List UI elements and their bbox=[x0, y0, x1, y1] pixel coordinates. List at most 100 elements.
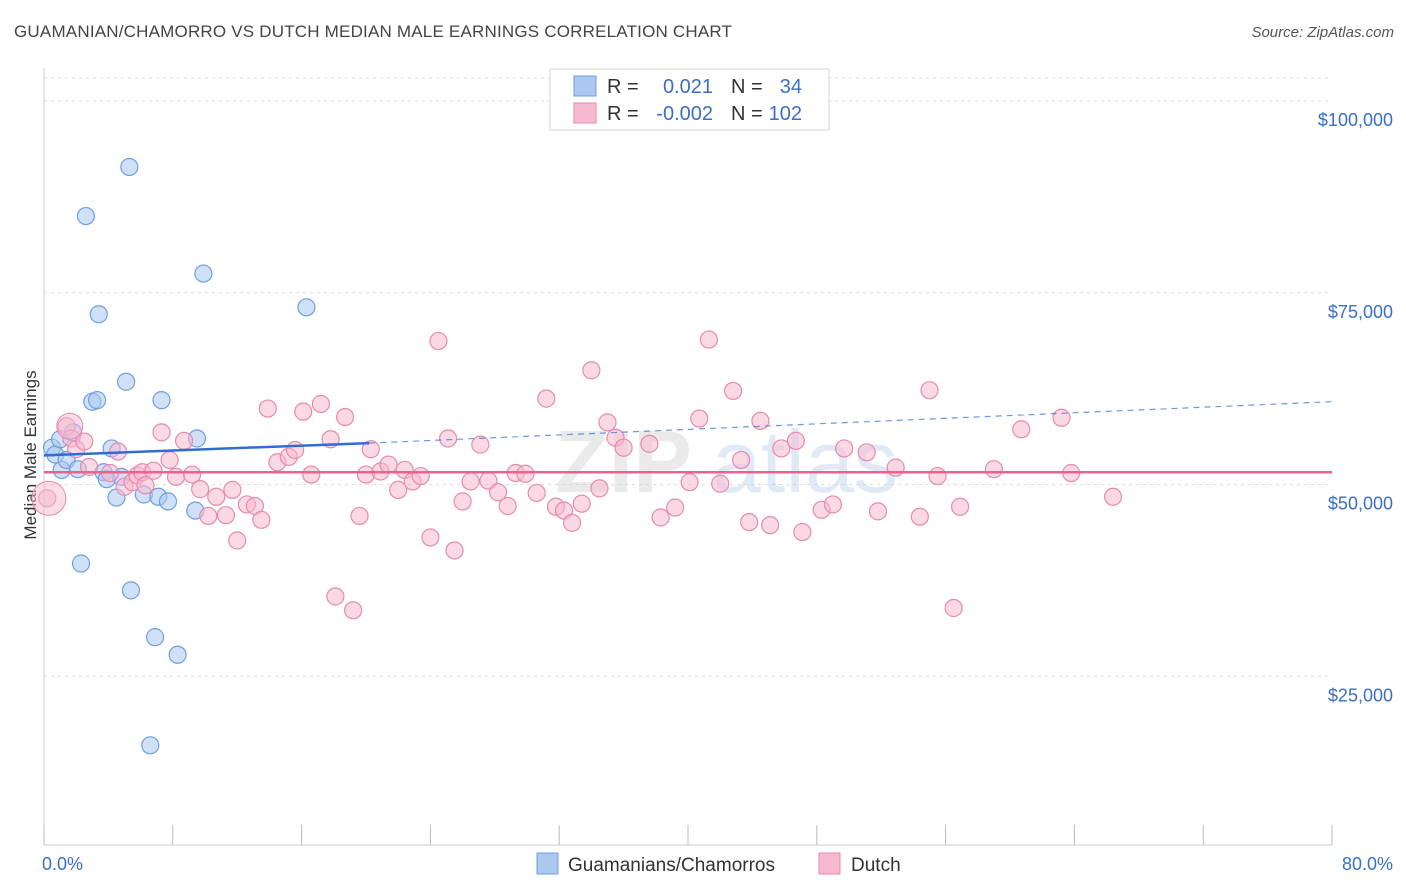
dutch-point-33 bbox=[302, 465, 321, 484]
dutch-point-82 bbox=[761, 516, 780, 535]
dutch-point-89 bbox=[857, 443, 876, 462]
watermark-zip: ZIP bbox=[555, 412, 692, 511]
dutch-point-66 bbox=[582, 361, 601, 380]
y-tick-label-2: $75,000 bbox=[1328, 302, 1393, 322]
legend-r-value-1: 0.021 bbox=[663, 76, 713, 98]
guamanians-point-30 bbox=[297, 298, 316, 317]
y-tick-label-1: $50,000 bbox=[1328, 494, 1393, 514]
dutch-point-84 bbox=[786, 431, 805, 450]
gridlines bbox=[44, 77, 1332, 677]
dutch-point-74 bbox=[680, 473, 699, 492]
dutch-point-large-0 bbox=[56, 412, 84, 440]
dutch-point-65 bbox=[572, 494, 591, 513]
guamanians-point-21 bbox=[141, 736, 160, 755]
dutch-point-20 bbox=[199, 506, 218, 526]
guamanians-point-18 bbox=[120, 157, 139, 177]
dutch-point-79 bbox=[732, 450, 751, 470]
dutch-point-24 bbox=[228, 531, 247, 550]
dutch-point-39 bbox=[350, 506, 369, 526]
guamanians-point-26 bbox=[168, 645, 187, 664]
dutch-point-95 bbox=[944, 598, 963, 618]
dutch-point-4 bbox=[75, 432, 94, 451]
guamanians-point-22 bbox=[145, 628, 165, 647]
dutch-point-90 bbox=[868, 502, 888, 521]
dutch-point-15 bbox=[160, 450, 179, 470]
guamanians-trend-line bbox=[43, 441, 370, 457]
legend-r-value-2: -0.002 bbox=[656, 103, 713, 125]
guamanians-point-11 bbox=[88, 391, 107, 410]
dutch-point-41 bbox=[361, 440, 380, 459]
dutch-point-53 bbox=[461, 472, 480, 491]
y-tick-label-3: $100,000 bbox=[1318, 110, 1393, 130]
dutch-point-75 bbox=[690, 409, 709, 428]
dutch-point-76 bbox=[699, 330, 719, 349]
chart-source: Source: ZipAtlas.com bbox=[1251, 24, 1394, 41]
dutch-point-44 bbox=[389, 480, 408, 499]
dutch-point-28 bbox=[258, 399, 277, 418]
guamanians-trend-extension bbox=[369, 401, 1333, 444]
guamanians-point-29 bbox=[194, 264, 213, 283]
dutch-point-83 bbox=[772, 439, 791, 458]
dutch-point-91 bbox=[886, 458, 905, 477]
dutch-point-22 bbox=[216, 506, 236, 525]
dutch-point-13 bbox=[144, 461, 163, 480]
dutch-point-21 bbox=[207, 487, 226, 506]
stats-legend: R = 0.021 N = 34 R = -0.002 N = 102 bbox=[549, 68, 830, 131]
dutch-point-47 bbox=[411, 466, 430, 486]
legend-n-label-2: N = bbox=[731, 103, 763, 125]
y-tick-label-0: $25,000 bbox=[1328, 685, 1393, 705]
dutch-point-23 bbox=[223, 480, 242, 499]
dutch-point-57 bbox=[498, 496, 517, 516]
series-legend: Guamanians/Chamorros Dutch bbox=[536, 852, 901, 876]
x-axis-ticks bbox=[43, 825, 1333, 845]
dutch-point-19 bbox=[191, 480, 210, 499]
dutch-point-98 bbox=[1012, 420, 1031, 439]
legend-n-label-1: N = bbox=[731, 76, 763, 98]
bottom-legend-swatch-pink bbox=[818, 852, 841, 875]
dutch-point-73 bbox=[666, 498, 685, 517]
dutch-point-61 bbox=[537, 389, 556, 408]
dutch-point-38 bbox=[344, 601, 363, 620]
legend-swatch-pink bbox=[573, 102, 597, 124]
dutch-point-36 bbox=[326, 587, 345, 606]
guamanians-point-17 bbox=[117, 372, 136, 391]
dutch-point-27 bbox=[252, 510, 271, 529]
guamanians-point-25 bbox=[158, 492, 178, 511]
dutch-point-88 bbox=[835, 439, 854, 458]
guamanians-point-24 bbox=[152, 391, 171, 410]
dutch-point-48 bbox=[421, 528, 440, 547]
guamanians-point-8 bbox=[76, 206, 95, 226]
bottom-legend-swatch-blue bbox=[536, 852, 559, 875]
dutch-point-70 bbox=[614, 438, 633, 457]
dutch-point-14 bbox=[152, 423, 171, 442]
dutch-point-81 bbox=[751, 411, 770, 430]
chart-title: GUAMANIAN/CHAMORRO VS DUTCH MEDIAN MALE … bbox=[14, 22, 733, 41]
x-tick-label-max: 80.0% bbox=[1342, 854, 1393, 874]
dutch-point-96 bbox=[950, 497, 970, 516]
dutch-point-78 bbox=[723, 381, 743, 401]
guamanians-point-19 bbox=[121, 581, 141, 600]
dutch-point-17 bbox=[174, 431, 194, 450]
dutch-point-60 bbox=[527, 483, 546, 503]
dutch-point-52 bbox=[453, 492, 472, 511]
dutch-point-97 bbox=[984, 460, 1004, 479]
dutch-point-32 bbox=[294, 402, 313, 421]
series-dutch-points bbox=[31, 330, 1123, 620]
dutch-point-80 bbox=[740, 512, 759, 532]
dutch-point-31 bbox=[286, 440, 305, 460]
legend-r-label-2: R = bbox=[607, 103, 639, 125]
dutch-point-93 bbox=[920, 381, 939, 400]
dutch-point-54 bbox=[471, 435, 490, 454]
legend-n-value-1: 34 bbox=[780, 76, 802, 98]
dutch-point-34 bbox=[311, 394, 331, 414]
dutch-point-67 bbox=[590, 479, 609, 498]
dutch-point-49 bbox=[429, 331, 448, 351]
dutch-point-68 bbox=[598, 413, 617, 432]
legend-swatch-blue bbox=[573, 75, 597, 97]
dutch-point-59 bbox=[516, 464, 535, 483]
dutch-point-101 bbox=[1103, 487, 1123, 506]
bottom-legend-label-guamanians: Guamanians/Chamorros bbox=[568, 855, 775, 876]
dutch-point-large-1 bbox=[31, 480, 67, 516]
dutch-point-12 bbox=[136, 476, 155, 495]
